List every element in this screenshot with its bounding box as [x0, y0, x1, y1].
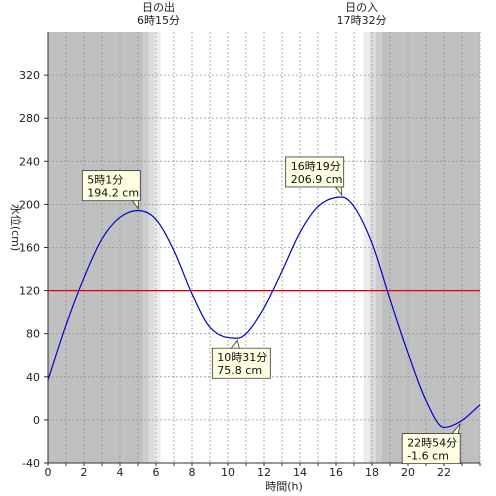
- x-tick-label: 2: [81, 466, 88, 479]
- callout-seam: [286, 183, 343, 187]
- sunrise-time-label: 6時15分: [137, 14, 180, 27]
- x-tick-label: 20: [401, 466, 415, 479]
- y-tick-label: 40: [26, 371, 40, 384]
- callout-seam: [213, 348, 270, 352]
- callout-box: [401, 433, 461, 465]
- x-tick-label: 22: [437, 466, 451, 479]
- x-tick-label: 10: [221, 466, 235, 479]
- y-tick-label: 320: [19, 69, 40, 82]
- callout-seam: [403, 460, 460, 464]
- callout-seam: [213, 375, 270, 378]
- callout-value: 206.9 cm: [291, 173, 343, 186]
- axes: -40 0 40 80 120 160 200 240 280 320 0 2 4 6 8 10 12 14 16 1…: [19, 32, 481, 479]
- sunrise-label: 日の出: [142, 0, 175, 14]
- sunset-time-label: 17時32分: [337, 14, 387, 27]
- callout-time: 10時31分: [217, 351, 267, 364]
- y-tick-label: 240: [19, 155, 40, 168]
- y-tick-label: 160: [19, 242, 40, 255]
- y-tick-label: 120: [19, 285, 40, 298]
- x-tick-label: 16: [329, 466, 343, 479]
- tide-line-layer: [47, 196, 481, 429]
- y-tick-label: -40: [22, 457, 40, 470]
- x-axis-label: 時間(h): [265, 480, 303, 493]
- callout-time: 22時54分: [407, 437, 457, 450]
- y-tick-label: 80: [26, 328, 40, 341]
- y-tick-label: 0: [33, 414, 40, 427]
- y-tick-label: 200: [19, 198, 40, 211]
- callout-value: -1.6 cm: [407, 450, 449, 463]
- callout-time: 16時19分: [291, 160, 341, 173]
- callout-pointer: [451, 423, 461, 435]
- callout-pointer: [230, 339, 240, 349]
- x-tick-label: 14: [293, 466, 307, 479]
- callout-box: [81, 170, 141, 202]
- x-tick-label: 6: [153, 466, 160, 479]
- twilight-band-evening: [363, 32, 370, 463]
- night-region-morning: [48, 32, 143, 463]
- callout-seam: [403, 434, 460, 437]
- callout-box: [285, 156, 345, 188]
- callout-box: [211, 347, 271, 379]
- callout-time: 5時1分: [87, 174, 123, 187]
- x-tick-label: 12: [257, 466, 271, 479]
- x-tick-label: 0: [45, 466, 52, 479]
- callout-pointer: [131, 200, 139, 210]
- y-axis-label: 水位(cm): [9, 204, 23, 251]
- twilight-band-morning: [148, 32, 155, 463]
- callout-value: 75.8 cm: [217, 364, 262, 377]
- tide-line: [47, 196, 481, 429]
- x-tick-label: 4: [117, 466, 124, 479]
- callout: 22時54分-1.6 cm: [401, 423, 461, 465]
- y-tick-label: 280: [19, 112, 40, 125]
- callout-pointer: [334, 186, 343, 197]
- callout-seam: [83, 197, 140, 201]
- callout-value: 194.2 cm: [87, 187, 139, 200]
- sunset-label: 日の入: [345, 1, 378, 14]
- x-tick-label: 8: [189, 466, 196, 479]
- x-tick-label: 18: [365, 466, 379, 479]
- twilight-band-evening: [375, 32, 382, 463]
